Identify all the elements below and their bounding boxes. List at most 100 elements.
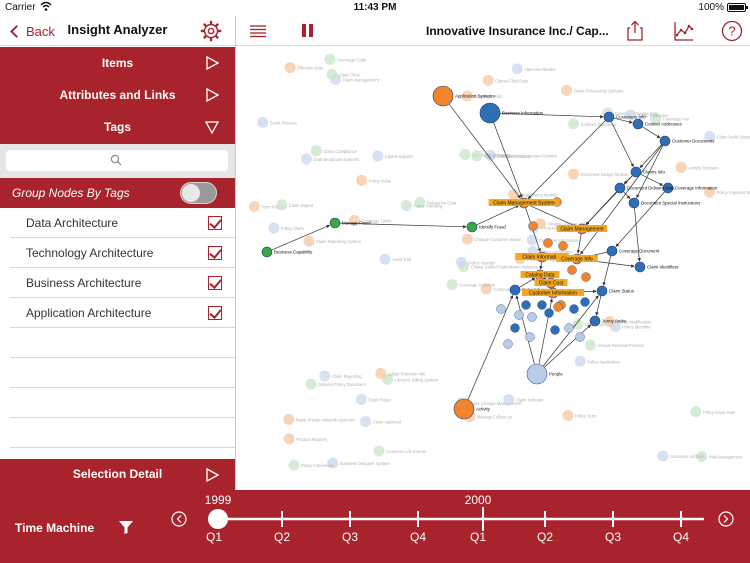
graph-node[interactable] — [567, 265, 577, 275]
back-button[interactable]: Back — [8, 21, 55, 41]
graph-node[interactable] — [550, 325, 560, 335]
graph-node-docdel[interactable]: Document Delivery Data — [614, 182, 675, 194]
faded-node[interactable]: Customer Life Events — [373, 445, 427, 457]
faded-node[interactable]: Claim Processing Systems — [561, 84, 623, 96]
faded-node[interactable]: Delivery Policy Document — [305, 378, 367, 390]
graph-node[interactable] — [514, 310, 524, 320]
pause-icon[interactable] — [296, 19, 320, 43]
checkbox-checked-icon[interactable] — [208, 246, 222, 260]
faded-node[interactable]: Claim Reporting System — [303, 235, 362, 247]
faded-node[interactable]: Contract Insurance — [568, 118, 617, 130]
graph-node[interactable] — [510, 323, 520, 333]
faded-node[interactable]: Policy Issue Date — [690, 406, 736, 418]
tag-search-input[interactable] — [6, 150, 228, 171]
faded-node[interactable]: Adjust Premium Info — [375, 367, 426, 379]
graph-node-people[interactable]: People — [526, 363, 563, 385]
tag-row-technology-architecture[interactable]: Technology Architecture — [10, 238, 235, 268]
network-graph[interactable]: Customer Relations ManagementDual Broadc… — [236, 47, 750, 490]
graph-node-bi[interactable]: Business Information — [479, 102, 544, 124]
graph-node-clmgmt[interactable]: Claim Management — [556, 223, 608, 235]
filter-icon[interactable] — [118, 519, 134, 535]
quarter-label[interactable]: Q1 — [205, 530, 222, 544]
graph-node[interactable] — [496, 304, 506, 314]
quarter-label[interactable]: Q2 — [273, 530, 290, 544]
quarter-label[interactable]: Q3 — [341, 530, 358, 544]
faded-node[interactable]: Customer Address — [657, 450, 705, 462]
graph-node[interactable] — [581, 272, 591, 282]
share-icon[interactable] — [623, 19, 647, 43]
graph-node[interactable] — [580, 297, 590, 307]
quarter-label[interactable]: Q3 — [604, 530, 621, 544]
checkbox-checked-icon[interactable] — [208, 216, 222, 230]
graph-node[interactable] — [569, 304, 579, 314]
faded-node[interactable]: Regulations Module — [508, 188, 558, 200]
faded-node[interactable]: Coverage Fee — [650, 113, 690, 125]
faded-node[interactable]: Coverage Systems — [446, 279, 495, 291]
faded-node[interactable]: Alternate Routes — [511, 63, 556, 75]
faded-node[interactable]: Policy Value — [356, 174, 392, 186]
graph-node-covinf2[interactable]: Coverage Info — [556, 253, 598, 265]
faded-node[interactable]: Policy Handling — [400, 200, 443, 212]
graph-node-claimc[interactable]: Claim Cost — [534, 277, 568, 289]
faded-node[interactable]: Policy Customer — [624, 109, 669, 121]
faded-node[interactable]: Retail Private Network Systems — [283, 413, 354, 425]
attributes-section[interactable]: Attributes and Links — [0, 79, 235, 111]
graph-node-activity[interactable]: Activity — [453, 398, 491, 420]
tag-row-data-architecture[interactable]: Data Architecture — [10, 208, 235, 238]
faded-node[interactable]: Policy Information — [288, 459, 335, 471]
graph-node[interactable] — [544, 308, 554, 318]
faded-node[interactable]: Policy Term — [562, 410, 597, 422]
graph-node-status[interactable]: Claim Status — [596, 285, 635, 297]
checkbox-checked-icon[interactable] — [208, 276, 222, 290]
faded-node[interactable]: Complaint Management System — [484, 149, 558, 161]
graph-node-cust[interactable]: Customers Info — [603, 111, 646, 123]
faded-node[interactable]: Audit Trail — [379, 253, 411, 265]
faded-node[interactable]: Policy Number — [455, 256, 496, 268]
graph-node-claimid[interactable]: Claim Identifiers — [634, 261, 679, 273]
gear-icon[interactable] — [200, 20, 222, 42]
faded-node[interactable]: Term Policies — [248, 201, 286, 213]
selection-detail-section[interactable]: Selection Detail — [0, 459, 235, 490]
graph-node[interactable] — [528, 221, 538, 231]
faded-node[interactable]: Coverage Risk — [461, 90, 503, 102]
faded-node[interactable]: Claim Indicator — [503, 394, 544, 406]
graph-node-covinfo[interactable]: Coverage Information — [662, 182, 718, 194]
graph-node-mfraud[interactable]: Manage Fraud — [329, 217, 371, 229]
graph-node[interactable] — [564, 323, 574, 333]
graph-node-contact[interactable]: Contact Addresses — [632, 118, 683, 130]
faded-node[interactable]: Claims Filed Date — [482, 74, 529, 86]
faded-node[interactable]: Event Process — [257, 116, 297, 128]
graph-node-clinfo[interactable]: Claim Information — [515, 251, 569, 263]
faded-node[interactable]: Risk Management — [696, 451, 743, 463]
faded-node[interactable]: Activity Decision — [675, 161, 720, 173]
quarter-label[interactable]: Q1 — [469, 530, 486, 544]
faded-node[interactable]: Document Design Module — [567, 168, 629, 180]
checkbox-checked-icon[interactable] — [208, 306, 222, 320]
faded-node[interactable]: Claim Reporting — [319, 370, 362, 382]
faded-node[interactable]: Customer Information — [526, 234, 580, 246]
faded-node[interactable]: Policy Modification — [604, 316, 652, 328]
tag-row-business-architecture[interactable]: Business Architecture — [10, 268, 235, 298]
faded-node[interactable]: Claim Time — [326, 68, 361, 80]
graph-node-custinf[interactable]: Customer Information — [522, 287, 584, 299]
list-menu-icon[interactable] — [246, 19, 270, 43]
faded-node[interactable]: Claim Rates — [355, 394, 391, 406]
faded-node[interactable]: Document Summary — [459, 148, 511, 160]
graph-node[interactable] — [537, 300, 547, 310]
faded-node[interactable]: Coverage Code — [324, 53, 368, 65]
graph-node-docspec[interactable]: Document Special Instructions — [628, 197, 701, 209]
faded-node[interactable]: Claims Adjuster — [372, 150, 414, 162]
faded-node[interactable]: Reference Data — [414, 197, 457, 209]
graph-node-cms[interactable]: Claim Management System — [488, 197, 560, 209]
quarter-label[interactable]: Q4 — [672, 530, 689, 544]
graph-node[interactable] — [543, 238, 553, 248]
graph-node[interactable] — [521, 300, 531, 310]
faded-node[interactable]: Claim Compliance — [310, 145, 358, 157]
graph-node[interactable] — [575, 332, 585, 342]
quarter-label[interactable]: Q2 — [536, 530, 553, 544]
graph-node-caps[interactable]: Business Capability — [261, 246, 313, 258]
faded-node[interactable]: Claim Approval — [360, 415, 401, 427]
faded-node[interactable]: Claim Report — [276, 199, 314, 211]
graph-node[interactable] — [503, 339, 513, 349]
tags-section[interactable]: Tags — [0, 111, 235, 144]
